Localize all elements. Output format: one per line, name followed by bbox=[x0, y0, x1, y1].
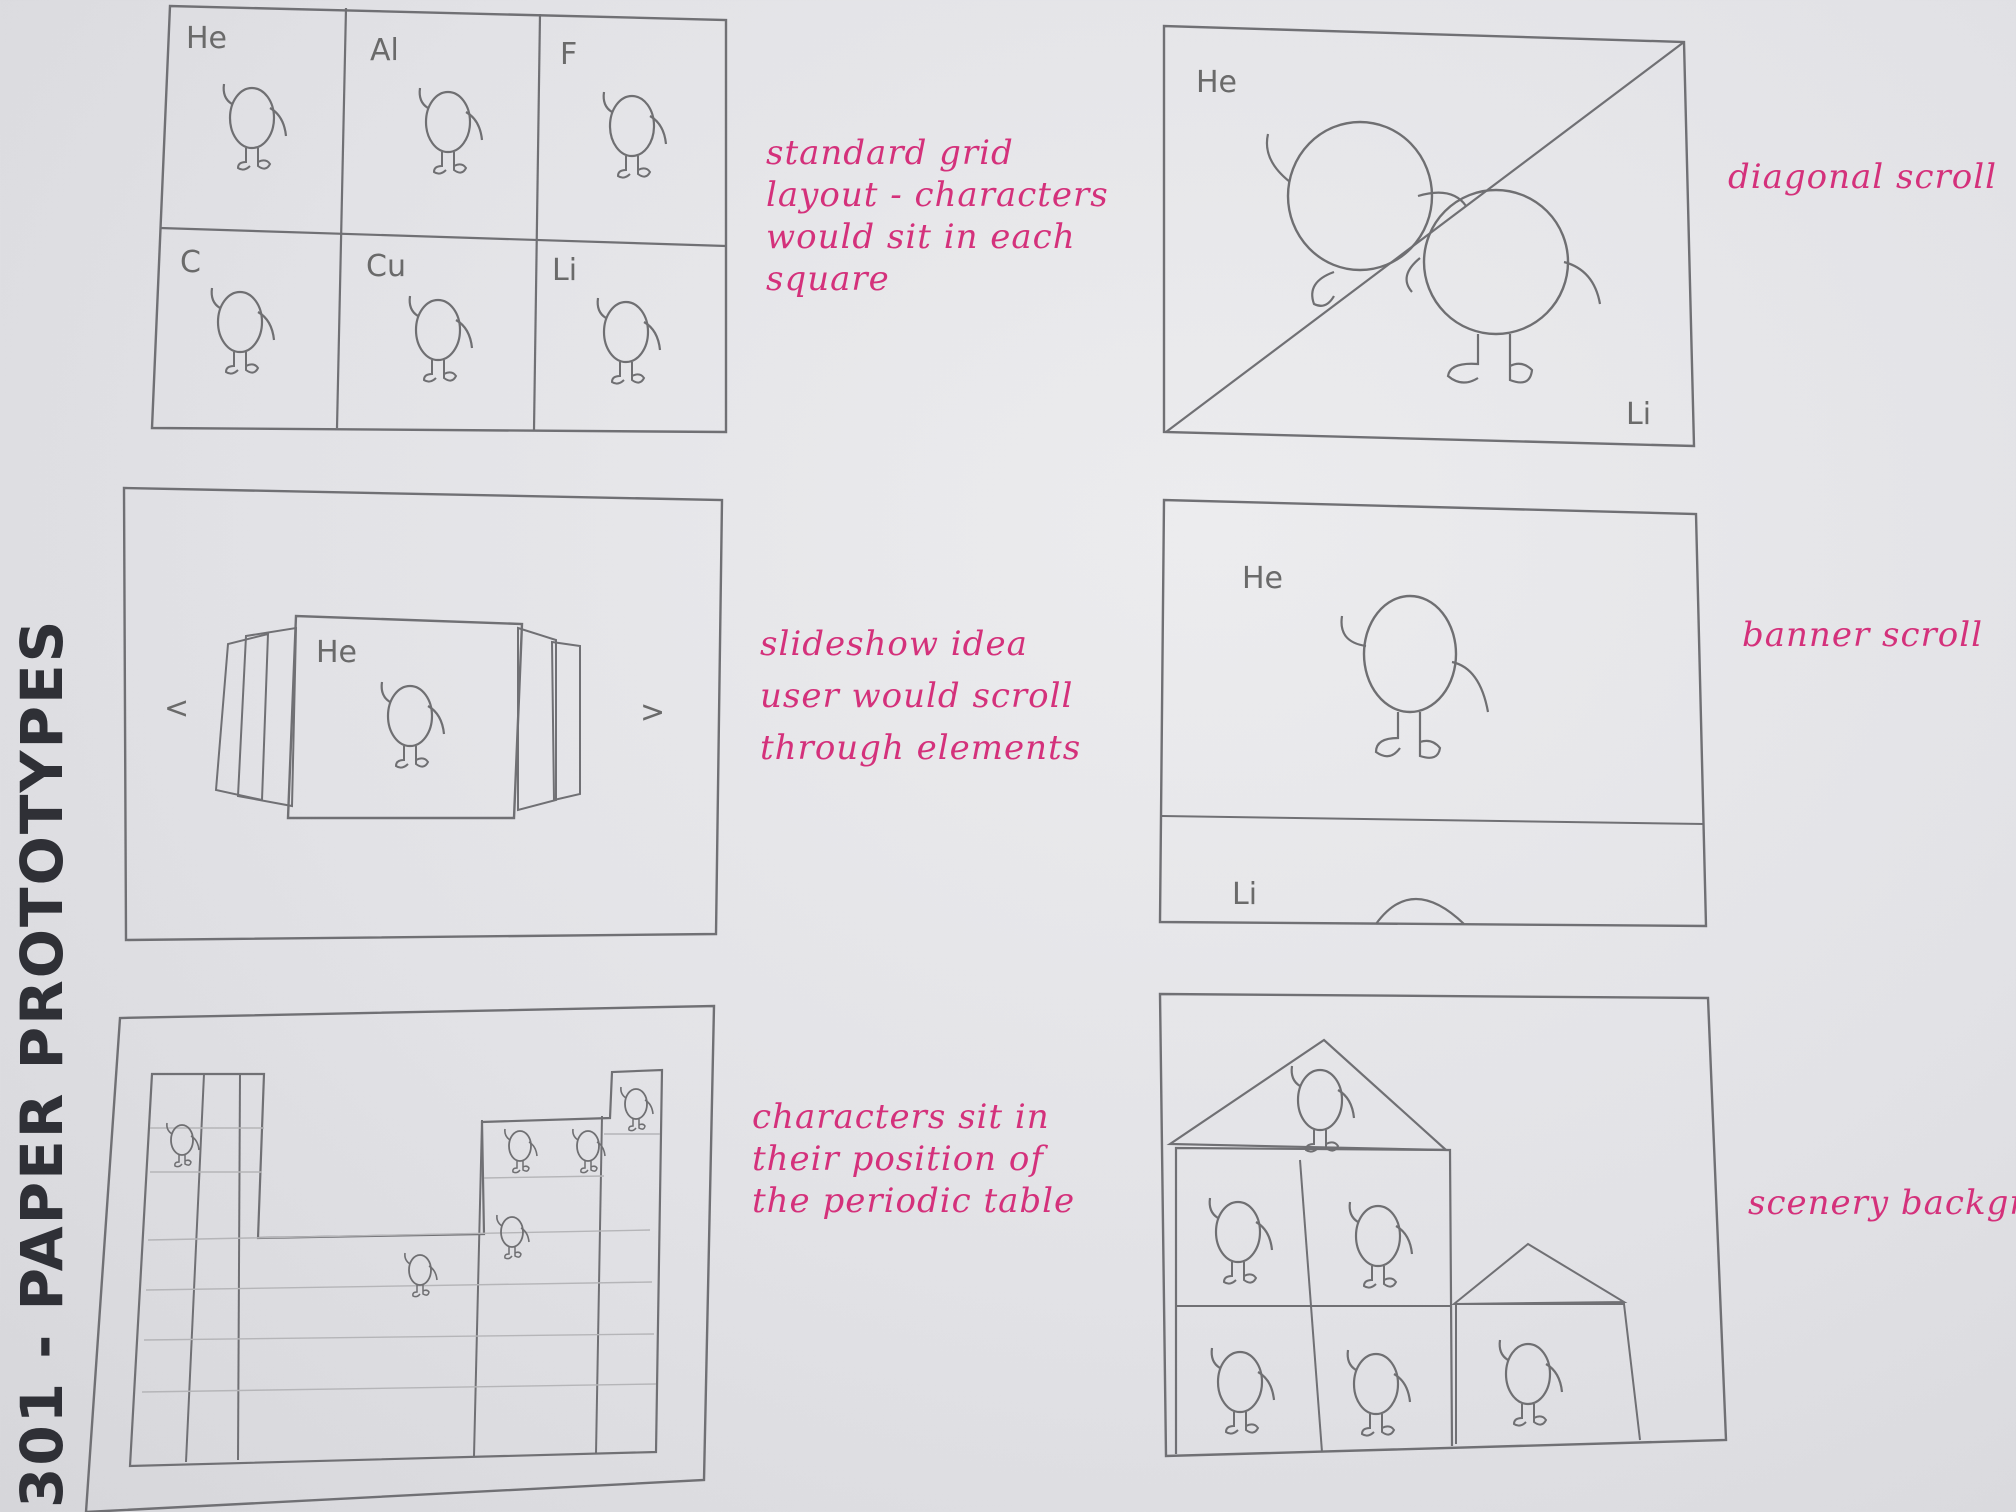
periodic-outline bbox=[128, 1068, 664, 1468]
character-figure bbox=[1208, 1196, 1274, 1285]
small-house-body bbox=[1455, 1303, 1641, 1444]
character-figure bbox=[602, 90, 668, 179]
house-body bbox=[1174, 1146, 1454, 1454]
character-figure-large bbox=[1265, 120, 1467, 307]
character-figure bbox=[1348, 1200, 1414, 1289]
slide-mid-right bbox=[517, 626, 557, 812]
character-figure bbox=[222, 82, 288, 171]
periodic-column bbox=[473, 1119, 483, 1457]
character-figure bbox=[619, 1086, 654, 1132]
character-figure bbox=[1210, 1346, 1276, 1435]
note-scenery-background: scenery backgroun bbox=[1748, 1183, 2016, 1223]
character-figure-large bbox=[1405, 188, 1602, 384]
periodic-column bbox=[595, 1115, 603, 1455]
scenery-frame bbox=[1158, 992, 1728, 1458]
diagonal-label-bottom: Li bbox=[1626, 397, 1651, 432]
periodic-frame bbox=[84, 1004, 716, 1512]
character-figure bbox=[1290, 1064, 1356, 1153]
diagonal-label-top: He bbox=[1196, 65, 1237, 100]
slideshow-frame bbox=[122, 486, 724, 942]
note-slideshow: slideshow idea user would scroll through… bbox=[760, 624, 1082, 768]
small-house-roof bbox=[1451, 1242, 1628, 1306]
grid-cell-label: He bbox=[186, 21, 227, 56]
slideshow-next-arrow[interactable]: > bbox=[640, 695, 665, 730]
sketch-standard-grid: He Al F C Cu Li bbox=[150, 4, 728, 434]
diagonal-divider bbox=[1165, 41, 1685, 433]
grid-frame bbox=[150, 4, 728, 434]
sketch-slideshow: He < > bbox=[122, 486, 724, 942]
character-figure bbox=[380, 680, 446, 769]
character-figure bbox=[418, 86, 484, 175]
page-title: 301 - PAPER PROTOTYPES bbox=[8, 618, 76, 1508]
grid-cell-label: Cu bbox=[366, 249, 406, 284]
character-figure bbox=[1498, 1338, 1564, 1427]
character-figure bbox=[1346, 1348, 1412, 1437]
character-figure bbox=[503, 1128, 538, 1174]
banner-label-top: He bbox=[1242, 561, 1283, 596]
note-periodic-table: characters sit in their position of the … bbox=[752, 1097, 1076, 1221]
house-roof bbox=[1166, 1038, 1449, 1152]
slide-label: He bbox=[316, 635, 357, 670]
grid-cell-label: Al bbox=[370, 33, 399, 68]
banner-divider bbox=[1161, 815, 1705, 825]
note-banner-scroll: banner scroll bbox=[1742, 615, 1983, 655]
grid-cell-label: Li bbox=[552, 253, 577, 288]
periodic-rows bbox=[141, 1127, 660, 1393]
character-figure bbox=[403, 1252, 438, 1298]
slideshow-prev-arrow[interactable]: < bbox=[164, 691, 189, 726]
slide-back-right bbox=[550, 640, 581, 802]
note-standard-grid: standard grid layout - characters would … bbox=[766, 133, 1109, 299]
character-figure bbox=[210, 286, 276, 375]
banner-label-bottom: Li bbox=[1232, 877, 1257, 912]
sketch-banner-scroll: He Li bbox=[1158, 498, 1708, 928]
grid-divider bbox=[335, 7, 348, 429]
sketch-diagonal-scroll: He Li bbox=[1162, 24, 1696, 448]
periodic-column bbox=[237, 1073, 241, 1461]
character-figure bbox=[408, 294, 474, 383]
sketch-scenery-background bbox=[1158, 992, 1728, 1458]
note-diagonal-scroll: diagonal scroll bbox=[1728, 157, 1997, 197]
sketch-periodic-table bbox=[84, 1004, 716, 1512]
character-figure bbox=[165, 1122, 200, 1168]
grid-divider bbox=[159, 226, 727, 248]
periodic-column bbox=[185, 1073, 205, 1463]
grid-cell-label: F bbox=[560, 37, 577, 72]
character-figure bbox=[495, 1214, 530, 1260]
banner-frame bbox=[1158, 498, 1708, 928]
grid-cell-label: C bbox=[180, 245, 201, 280]
slide-current bbox=[286, 614, 524, 820]
grid-divider bbox=[532, 13, 542, 431]
character-figure-large bbox=[1340, 594, 1490, 759]
next-character-peek bbox=[1375, 898, 1465, 925]
character-figure bbox=[596, 296, 662, 385]
